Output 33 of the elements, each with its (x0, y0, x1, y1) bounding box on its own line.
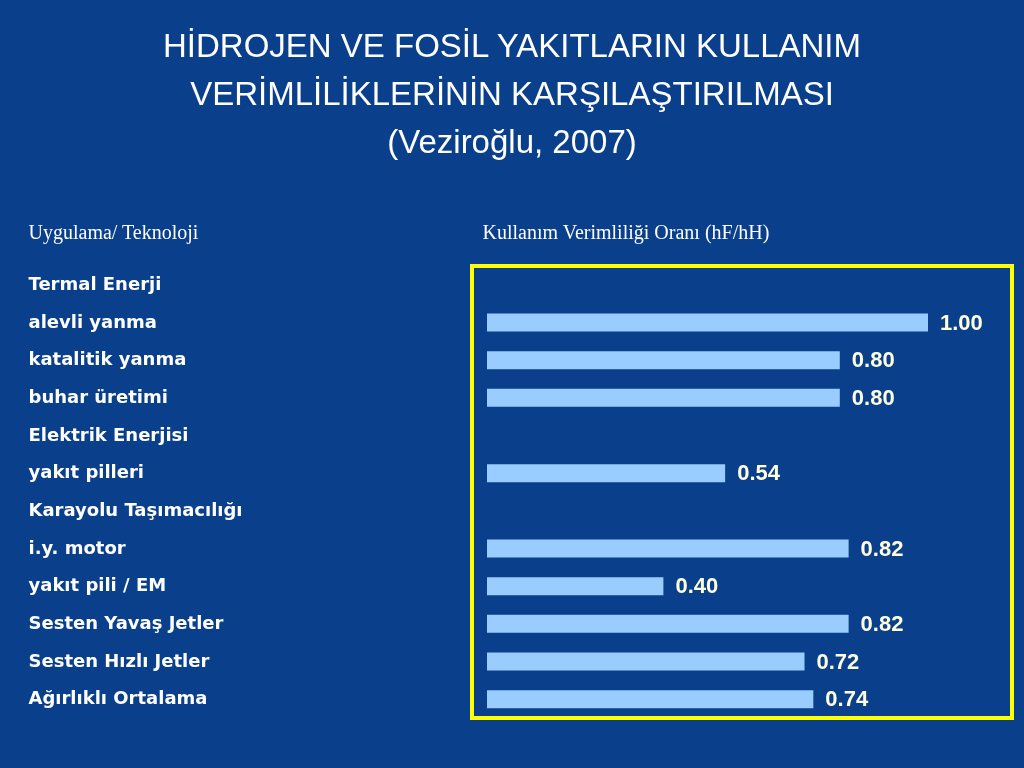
y-tick-label: yakıt pili / EM (28, 574, 167, 596)
bar (487, 539, 849, 558)
data-label: 0.40 (675, 573, 719, 599)
y-tick-label: i.y. motor (28, 536, 126, 558)
y-tick-label: buhar üretimi (28, 385, 168, 407)
data-label: 0.82 (860, 535, 904, 561)
data-label: 0.54 (737, 460, 781, 486)
y-tick-label: Termal Enerji (28, 272, 162, 294)
data-label: 0.80 (851, 384, 895, 410)
bar (487, 577, 664, 596)
y-tick-label: Sesten Hızlı Jetler (28, 649, 210, 671)
y-tick-label: Karayolu Taşımacılığı (28, 498, 243, 520)
bar (487, 464, 726, 483)
bar (487, 652, 805, 671)
y-tick-label: Sesten Yavaş Jetler (28, 611, 224, 633)
y-tick-label: yakıt pilleri (28, 461, 145, 483)
chart-title: HİDROJEN VE FOSİL YAKITLARIN KULLANIM VERİMLİLİKLERİNİN KARŞILAŞTIRILMASI (Veziroğlu, 2007) (162, 27, 862, 160)
bar (487, 690, 814, 709)
bar (487, 614, 849, 633)
y-axis-title: Uygulama/ Teknoloji (28, 220, 199, 244)
x-axis-title: Kullanım Verimliliği Oranı (hF/hH) (482, 220, 770, 244)
bar (487, 351, 840, 370)
y-tick-label: Ağırlıklı Ortalama (28, 687, 208, 709)
data-label: 0.82 (860, 610, 904, 636)
data-label: 0.74 (825, 686, 869, 712)
bar (487, 388, 840, 407)
y-tick-label: alevli yanma (28, 310, 157, 332)
data-label: 1.00 (940, 309, 983, 335)
y-tick-label: katalitik yanma (28, 348, 187, 370)
data-label: 0.80 (851, 347, 895, 373)
y-tick-label: Elektrik Enerjisi (28, 423, 189, 445)
data-label: 0.72 (816, 648, 860, 674)
bar (487, 313, 928, 332)
